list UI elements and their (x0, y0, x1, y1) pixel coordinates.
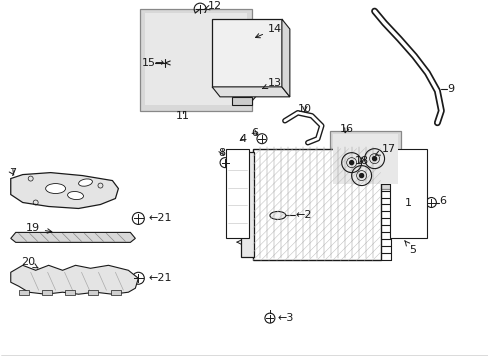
Text: 18: 18 (354, 156, 368, 166)
Text: 6: 6 (251, 128, 258, 138)
Bar (252, 149, 380, 260)
Text: 11: 11 (176, 111, 190, 121)
Bar (64, 290, 74, 295)
Text: 15→: 15→ (142, 58, 165, 68)
Ellipse shape (79, 179, 92, 186)
Bar (225, 149, 248, 238)
Text: ←21: ←21 (148, 213, 171, 224)
Bar (88, 290, 98, 295)
Circle shape (349, 161, 353, 165)
Polygon shape (11, 233, 135, 242)
Text: 4: 4 (239, 134, 246, 144)
Bar (111, 290, 121, 295)
Polygon shape (212, 87, 289, 97)
Bar (41, 290, 52, 295)
Bar (329, 131, 401, 189)
Text: 14: 14 (255, 24, 282, 38)
Text: 8: 8 (218, 148, 225, 158)
Text: 7: 7 (9, 168, 16, 177)
Polygon shape (11, 172, 118, 208)
Bar (232, 97, 251, 105)
Polygon shape (281, 19, 289, 97)
Text: 6: 6 (439, 195, 446, 206)
Text: 13: 13 (262, 78, 282, 89)
Bar (145, 13, 246, 105)
Text: 16: 16 (339, 124, 353, 134)
Text: ←2: ←2 (295, 211, 312, 220)
Bar (212, 19, 281, 87)
Ellipse shape (45, 184, 65, 194)
Bar (241, 152, 253, 257)
Text: 5: 5 (404, 241, 416, 255)
Bar (389, 149, 427, 238)
Bar (140, 9, 251, 111)
Text: 17: 17 (375, 144, 395, 155)
Ellipse shape (67, 192, 83, 199)
Bar (332, 134, 397, 184)
Circle shape (372, 157, 376, 161)
Text: 20: 20 (20, 257, 38, 268)
Text: 1: 1 (404, 198, 410, 207)
Text: ←3: ←3 (277, 313, 294, 323)
Text: 10: 10 (297, 104, 311, 114)
Bar (19, 290, 29, 295)
Text: ←21: ←21 (148, 273, 171, 283)
Text: 12: 12 (204, 1, 222, 11)
Polygon shape (11, 265, 138, 294)
Text: 19: 19 (26, 224, 52, 233)
Ellipse shape (269, 211, 285, 220)
Circle shape (359, 174, 363, 177)
Text: 9: 9 (447, 84, 453, 94)
